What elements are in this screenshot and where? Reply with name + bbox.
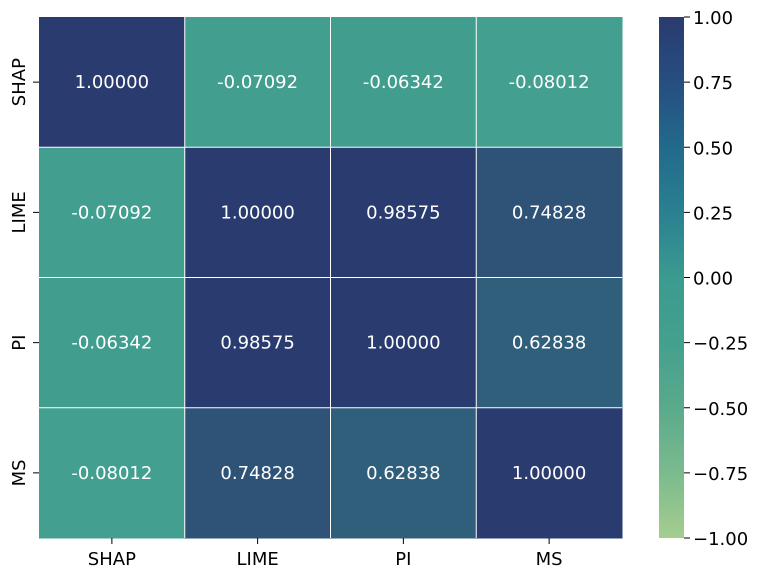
cell-value-label: 0.62838 xyxy=(366,463,440,484)
heatmap-cell xyxy=(476,407,623,539)
cell-value-label: 1.00000 xyxy=(220,202,294,223)
cell-value-label: 0.98575 xyxy=(220,333,294,354)
cell-value-label: -0.06342 xyxy=(71,333,152,354)
cell-value-label: 1.00000 xyxy=(75,72,149,93)
cell-value-label: 0.74828 xyxy=(220,463,294,484)
heatmap-cell xyxy=(39,277,186,409)
heatmap-cell xyxy=(184,407,331,539)
cell-value-label: -0.07092 xyxy=(71,202,152,223)
y-axis-ticks: SHAP LIME PI MS xyxy=(9,58,39,486)
heatmap-cell xyxy=(476,277,623,409)
heatmap-cell xyxy=(330,407,477,539)
colorbar xyxy=(659,17,684,538)
heatmap-cell xyxy=(39,407,186,539)
heatmap-cell xyxy=(330,17,477,148)
colorbar-tick-label: −1.00 xyxy=(693,529,748,550)
heatmap-cell xyxy=(39,147,186,278)
colorbar-tick-label: −0.75 xyxy=(693,464,748,485)
colorbar-tick-label: 1.00 xyxy=(693,8,733,29)
colorbar-gradient xyxy=(659,17,684,538)
colorbar-tick-label: 0.50 xyxy=(693,138,733,159)
y-tick-label: PI xyxy=(9,335,30,351)
heatmap-cell xyxy=(476,147,623,278)
heatmap-cell xyxy=(184,277,331,409)
heatmap-cell xyxy=(184,17,331,148)
heatmap-cell xyxy=(330,277,477,409)
heatmap-cell xyxy=(39,17,186,148)
heatmap-cell xyxy=(184,147,331,278)
cell-value-label: 1.00000 xyxy=(366,333,440,354)
y-tick-label: SHAP xyxy=(9,58,30,106)
colorbar-tick-label: −0.50 xyxy=(693,399,748,420)
x-tick-label: PI xyxy=(395,549,411,570)
y-tick-label: LIME xyxy=(9,191,30,233)
cell-value-label: -0.07092 xyxy=(217,72,298,93)
cell-value-label: 0.98575 xyxy=(366,202,440,223)
cell-value-label: -0.08012 xyxy=(509,72,590,93)
x-tick-label: MS xyxy=(536,549,563,570)
colorbar-ticks: 1.00 0.75 0.50 0.25 0.00 −0.25 −0.50 −0.75 −1.00 xyxy=(684,8,748,550)
y-tick-label: MS xyxy=(9,459,30,486)
colorbar-tick-label: 0.75 xyxy=(693,73,733,94)
heatmap-gridlines xyxy=(39,17,622,538)
heatmap-cell xyxy=(330,147,477,278)
cell-value-label: 0.62838 xyxy=(512,333,586,354)
colorbar-tick-label: 0.00 xyxy=(693,269,733,290)
cell-value-label: -0.08012 xyxy=(71,463,152,484)
x-axis-ticks: SHAP LIME PI MS xyxy=(88,538,563,570)
colorbar-tick-label: 0.25 xyxy=(693,203,733,224)
x-tick-label: SHAP xyxy=(88,549,136,570)
cell-value-label: -0.06342 xyxy=(363,72,444,93)
x-tick-label: LIME xyxy=(237,549,279,570)
colorbar-tick-label: −0.25 xyxy=(693,334,748,355)
heatmap-cell xyxy=(476,17,623,148)
cell-value-label: 1.00000 xyxy=(512,463,586,484)
heatmap-cells: 1.00000 -0.07092 -0.06342 -0.08012 -0.07092 1… xyxy=(39,17,623,539)
cell-value-label: 0.74828 xyxy=(512,202,586,223)
